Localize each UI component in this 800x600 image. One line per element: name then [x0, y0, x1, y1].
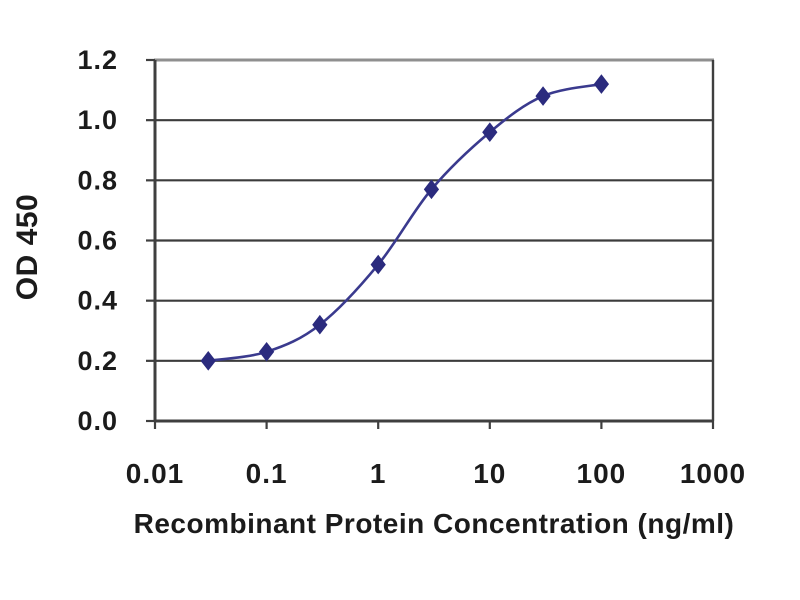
- y-tick-label: 0.6: [77, 226, 118, 256]
- data-point-marker: [482, 122, 498, 143]
- y-tick-label: 0.0: [77, 406, 118, 436]
- data-point-marker: [423, 179, 440, 200]
- x-axis-title: Recombinant Protein Concentration (ng/ml…: [133, 508, 735, 539]
- data-point-marker: [258, 341, 275, 362]
- y-tick-label: 1.2: [77, 45, 118, 75]
- y-tick-label: 0.4: [77, 286, 118, 316]
- x-tick-label: 1: [370, 458, 387, 489]
- x-tick-label: 0.1: [246, 458, 288, 489]
- x-tick-label: 100: [577, 458, 627, 489]
- y-axis-title: OD 450: [11, 193, 44, 301]
- y-tick-label: 0.8: [77, 165, 118, 195]
- y-tick-label: 1.0: [77, 105, 118, 135]
- curve-line: [208, 82, 602, 363]
- y-tick-label: 0.2: [77, 346, 118, 376]
- data-point-marker: [312, 314, 328, 335]
- data-point-marker: [593, 74, 610, 94]
- data-point-marker: [535, 86, 551, 106]
- data-point-marker: [200, 351, 216, 371]
- data-point-marker: [370, 254, 386, 275]
- x-tick-label: 1000: [680, 458, 746, 489]
- x-tick-label: 0.01: [126, 458, 185, 489]
- x-tick-label: 10: [473, 458, 506, 489]
